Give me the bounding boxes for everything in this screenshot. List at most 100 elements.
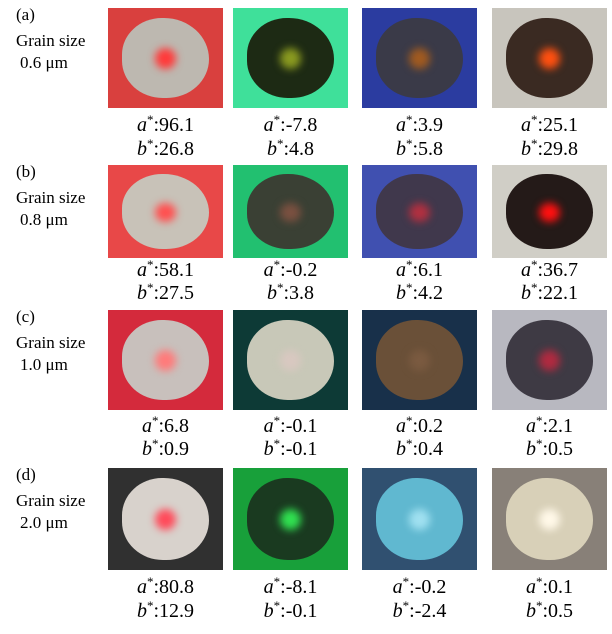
color-spot <box>539 509 560 530</box>
sample-disk <box>506 174 593 248</box>
axis-symbol: a <box>521 114 531 136</box>
color-value: b*:0.9 <box>142 437 189 459</box>
sample-photo <box>108 8 223 108</box>
color-value: b*:27.5 <box>137 281 194 303</box>
sample-disk <box>376 478 463 560</box>
axis-symbol: b <box>264 438 274 460</box>
axis-symbol: a <box>137 114 147 136</box>
axis-symbol: a <box>264 576 274 598</box>
value: 27.5 <box>159 282 194 304</box>
sample-disk <box>376 18 463 98</box>
panel-label: (c) <box>16 308 35 325</box>
sample-disk <box>247 174 334 248</box>
color-spot <box>280 509 301 530</box>
value: -0.2 <box>286 259 318 281</box>
color-spot <box>539 48 560 69</box>
axis-symbol: b <box>267 138 277 160</box>
axis-symbol: a <box>142 415 152 437</box>
sample-disk <box>506 478 593 560</box>
color-spot <box>155 350 176 371</box>
axis-symbol: b <box>142 438 152 460</box>
color-value: b*:-0.1 <box>264 437 318 459</box>
color-value: a*:-0.1 <box>264 414 318 436</box>
sample-photo <box>233 468 348 570</box>
axis-symbol: b <box>526 600 536 622</box>
color-spot <box>280 350 301 371</box>
sample-photo <box>492 468 607 570</box>
panel-label: (b) <box>16 163 36 180</box>
value: 29.8 <box>543 138 578 160</box>
axis-symbol: b <box>264 600 274 622</box>
value: 58.1 <box>159 259 194 281</box>
axis-symbol: b <box>137 138 147 160</box>
color-spot <box>409 48 430 69</box>
sample-photo <box>492 165 607 258</box>
sample-photo <box>362 310 477 410</box>
sample-disk <box>122 18 209 98</box>
value: 0.5 <box>548 600 573 622</box>
axis-symbol: b <box>526 438 536 460</box>
axis-symbol: b <box>396 282 406 304</box>
axis-symbol: b <box>521 138 531 160</box>
value: 12.9 <box>159 600 194 622</box>
sample-photo <box>233 310 348 410</box>
axis-symbol: b <box>267 282 277 304</box>
value: 4.8 <box>289 138 314 160</box>
grain-size: 0.8 μm <box>20 211 68 228</box>
color-value: b*:12.9 <box>137 599 194 621</box>
grain-caption: Grain size <box>16 492 85 509</box>
color-value: a*:2.1 <box>526 414 573 436</box>
value: -0.1 <box>286 600 318 622</box>
value: 0.9 <box>164 438 189 460</box>
color-value: a*:25.1 <box>521 113 578 135</box>
sample-photo <box>108 468 223 570</box>
value: -0.1 <box>286 438 318 460</box>
value: 5.8 <box>418 138 443 160</box>
sample-photo <box>108 310 223 410</box>
color-value: a*:96.1 <box>137 113 194 135</box>
value: 6.1 <box>418 259 443 281</box>
value: 22.1 <box>543 282 578 304</box>
color-value: b*:29.8 <box>521 137 578 159</box>
sample-photo <box>492 310 607 410</box>
color-value: a*:0.2 <box>396 414 443 436</box>
value: 36.7 <box>543 259 578 281</box>
panel-label: (a) <box>16 6 35 23</box>
value: 6.8 <box>164 415 189 437</box>
grain-caption: Grain size <box>16 32 85 49</box>
color-value: b*:22.1 <box>521 281 578 303</box>
sample-photo <box>233 165 348 258</box>
sample-disk <box>506 18 593 98</box>
axis-symbol: b <box>393 600 403 622</box>
color-value: a*:0.1 <box>526 575 573 597</box>
color-value: b*:0.5 <box>526 599 573 621</box>
axis-symbol: a <box>264 415 274 437</box>
sample-disk <box>247 320 334 400</box>
color-value: a*:6.8 <box>142 414 189 436</box>
sample-photo <box>362 468 477 570</box>
value: 0.4 <box>418 438 443 460</box>
color-value: b*:-2.4 <box>393 599 447 621</box>
value: 4.2 <box>418 282 443 304</box>
color-value: b*:4.8 <box>267 137 314 159</box>
axis-symbol: b <box>521 282 531 304</box>
value: 3.8 <box>289 282 314 304</box>
value: 80.8 <box>159 576 194 598</box>
panel-label: (d) <box>16 466 36 483</box>
axis-symbol: b <box>396 438 406 460</box>
color-spot <box>155 48 176 69</box>
axis-symbol: a <box>521 259 531 281</box>
axis-symbol: b <box>137 282 147 304</box>
color-spot <box>539 350 560 371</box>
color-spot <box>280 48 301 69</box>
grain-caption: Grain size <box>16 189 85 206</box>
axis-symbol: a <box>526 576 536 598</box>
sample-disk <box>506 320 593 400</box>
figure: (a)Grain size0.6 μma*:96.1b*:26.8a*:-7.8… <box>0 0 612 634</box>
sample-photo <box>362 165 477 258</box>
color-spot <box>280 203 301 222</box>
value: 2.1 <box>548 415 573 437</box>
axis-symbol: a <box>393 576 403 598</box>
sample-disk <box>122 478 209 560</box>
value: 0.2 <box>418 415 443 437</box>
